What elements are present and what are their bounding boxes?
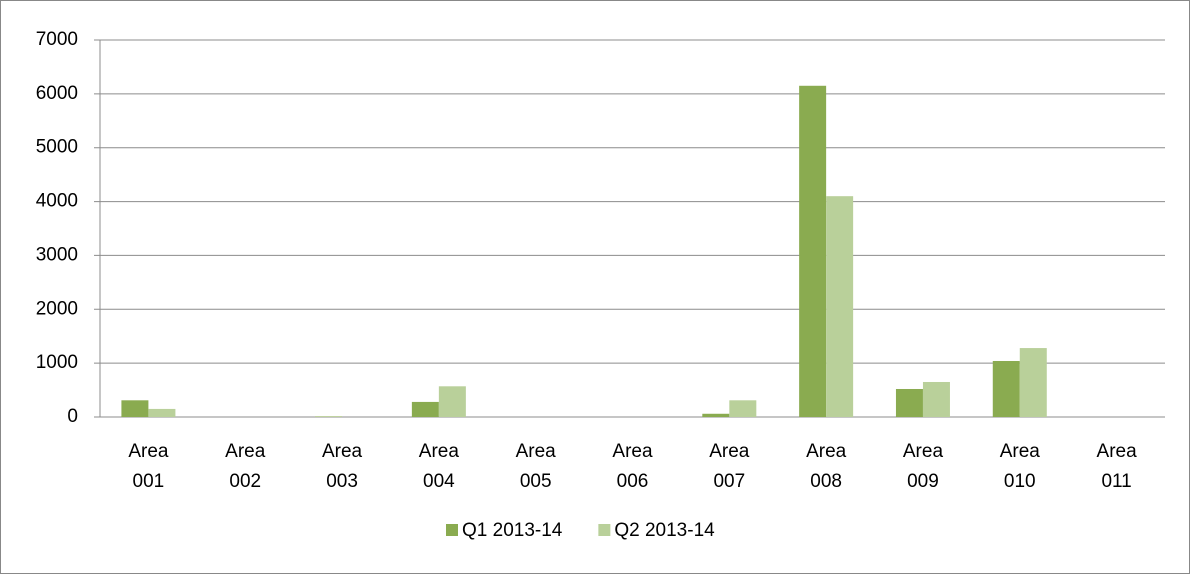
bar [148,408,176,417]
bar [411,401,439,417]
y-tick-label: 2000 [36,298,78,319]
legend-swatch [446,524,458,536]
x-tick-label: Area 006 [612,441,653,492]
bar [729,400,757,417]
y-tick-label: 4000 [36,191,78,212]
x-tick-label: Area 003 [322,441,363,492]
bar [121,400,149,417]
x-tick-label: Area 002 [225,441,266,492]
y-tick-label: 3000 [36,244,78,265]
x-tick-label: Area 004 [419,441,460,492]
bar [1019,348,1047,417]
bar [702,413,730,417]
legend-label: Q2 2013-14 [614,520,715,541]
bar [922,381,950,417]
x-tick-label: Area 007 [709,441,750,492]
bar [895,388,923,417]
x-tick-label: Area 008 [806,441,847,492]
x-tick-label: Area 009 [903,441,944,492]
x-tick-label: Area 011 [1097,441,1138,492]
legend-swatch [598,524,611,536]
legend-label: Q1 2013-14 [462,520,563,541]
y-tick-label: 0 [67,406,78,427]
x-tick-label: Area 010 [1000,441,1041,492]
y-tick-label: 5000 [36,137,78,158]
y-tick-label: 1000 [36,352,78,373]
y-tick-label: 6000 [36,83,78,104]
bar [799,85,827,418]
x-tick-label: Area 001 [128,441,169,492]
bar [438,386,466,417]
y-tick-label: 7000 [36,29,78,50]
x-tick-label: Area 005 [516,441,557,492]
bar [826,196,854,417]
bar [315,416,343,417]
bar [992,360,1020,417]
